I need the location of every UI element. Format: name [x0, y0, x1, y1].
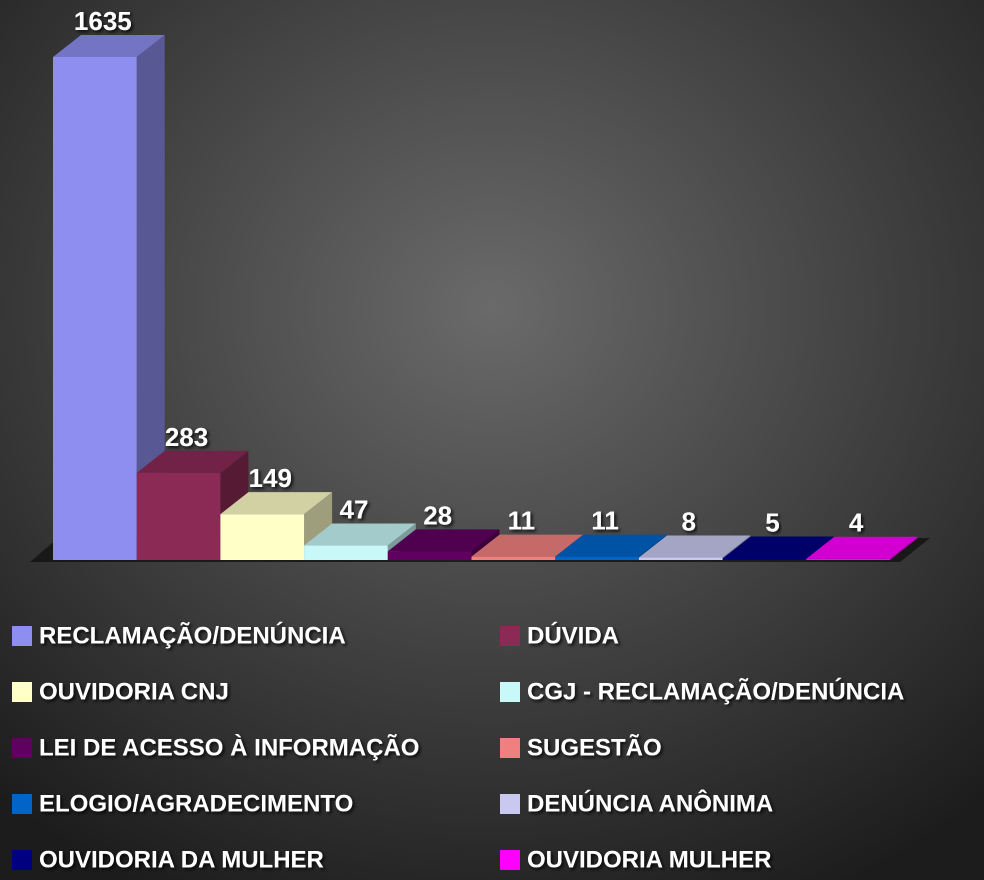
legend-swatch	[500, 626, 520, 646]
data-label: 11	[591, 505, 619, 535]
bar-top	[722, 536, 835, 559]
bar	[136, 472, 221, 560]
legend-label: RECLAMAÇÃO/DENÚNCIA	[39, 621, 346, 649]
bar-side	[890, 536, 918, 560]
bar	[806, 558, 890, 560]
bar	[722, 558, 807, 560]
data-label: 5	[765, 507, 779, 537]
bar	[53, 57, 137, 560]
legend-swatch	[12, 794, 32, 814]
legend-swatch	[500, 794, 520, 814]
legend-swatch	[12, 738, 32, 758]
legend-label: DENÚNCIA ANÔNIMA	[527, 789, 773, 817]
bar-top	[471, 534, 584, 557]
data-label: 1635	[74, 6, 132, 36]
legend-swatch	[500, 682, 520, 702]
legend-label: OUVIDORIA DA MULHER	[39, 846, 324, 873]
bar-top	[638, 535, 751, 558]
bar	[387, 551, 472, 560]
bar	[220, 514, 305, 560]
bar-side	[136, 35, 165, 560]
bar	[555, 556, 639, 560]
legend-swatch	[500, 738, 520, 758]
bar-top	[555, 534, 667, 557]
legend-label: OUVIDORIA CNJ	[39, 678, 229, 705]
bar-top	[387, 529, 500, 552]
legend-label: ELOGIO/AGRADECIMENTO	[39, 790, 353, 817]
data-label: 47	[339, 494, 368, 524]
bar-top	[220, 492, 333, 515]
bar-top	[806, 536, 918, 559]
legend-label: CGJ - RECLAMAÇÃO/DENÚNCIA	[527, 677, 904, 705]
data-label: 149	[249, 463, 292, 493]
bar-top	[304, 523, 416, 546]
data-label: 28	[423, 500, 452, 530]
bar	[304, 545, 388, 560]
data-label: 11	[508, 505, 536, 535]
legend-swatch	[12, 682, 32, 702]
data-label: 4	[849, 508, 864, 538]
legend-label: DÚVIDA	[527, 621, 619, 649]
bar	[638, 557, 723, 560]
data-label: 8	[682, 506, 696, 536]
bar-top	[136, 450, 249, 473]
legend-swatch	[12, 850, 32, 870]
legend-label: OUVIDORIA MULHER	[527, 846, 771, 873]
data-label: 283	[165, 422, 208, 452]
legend-swatch	[500, 850, 520, 870]
legend-label: LEI DE ACESSO À INFORMAÇÃO	[39, 733, 419, 761]
bar-top	[53, 35, 165, 57]
legend-label: SUGESTÃO	[527, 733, 662, 761]
bar	[471, 556, 556, 560]
legend-swatch	[12, 626, 32, 646]
